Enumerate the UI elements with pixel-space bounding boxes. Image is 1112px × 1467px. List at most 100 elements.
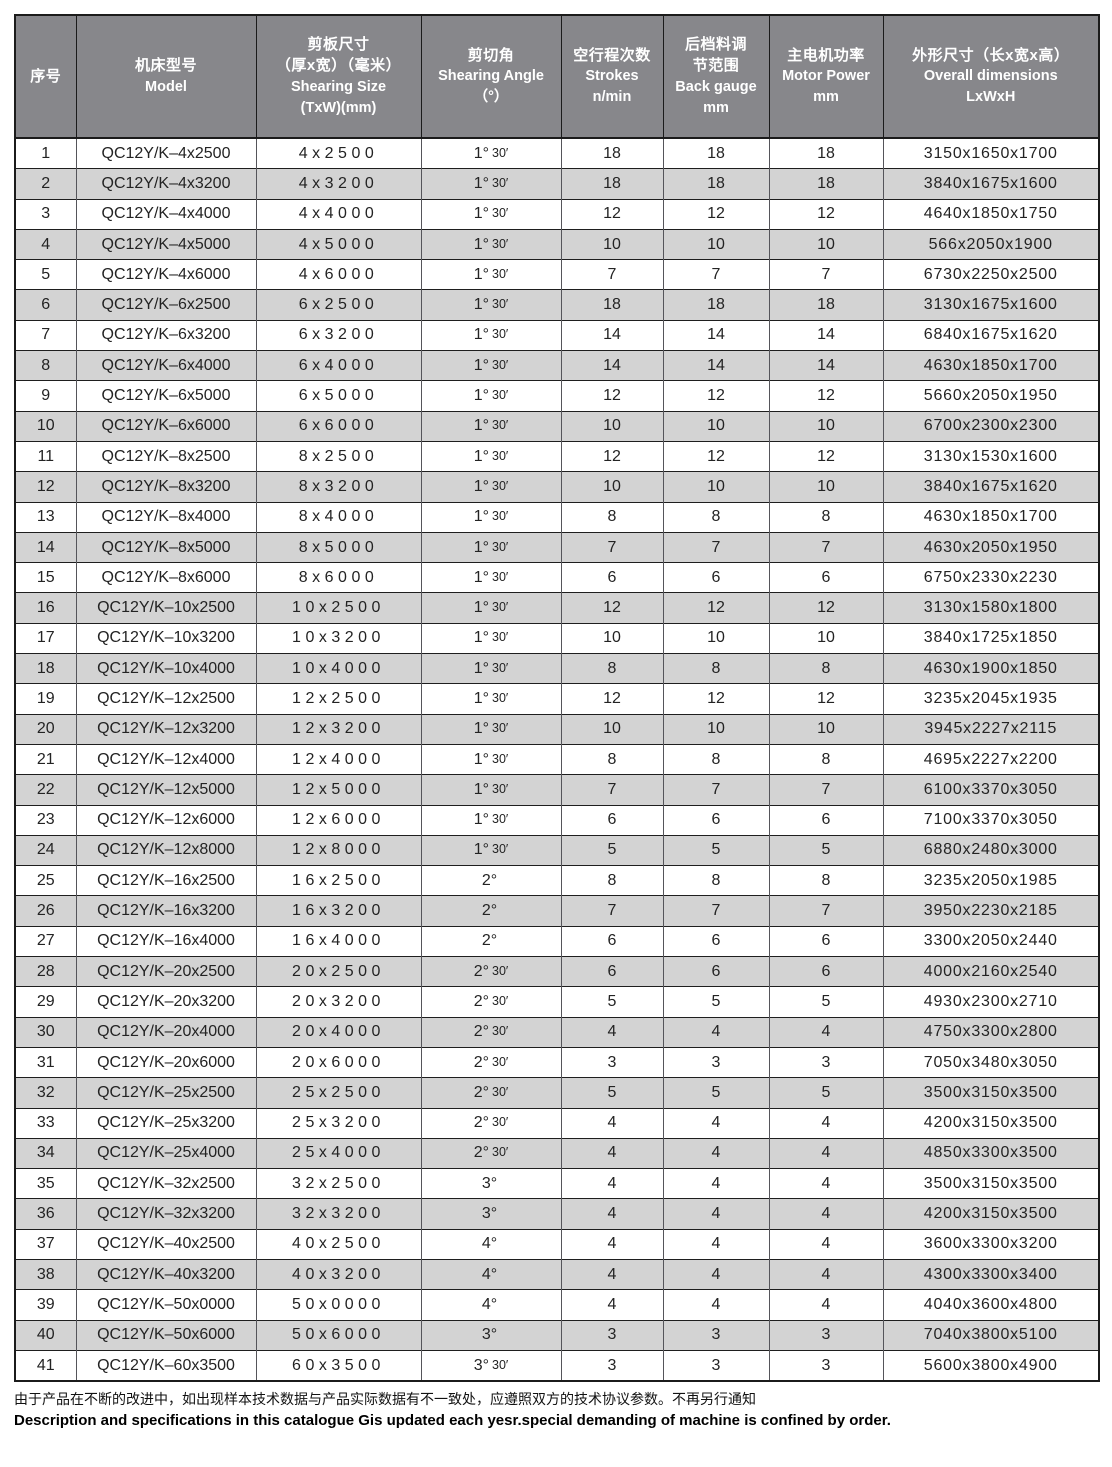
cell-shearing-angle: 2° 30′	[420, 956, 561, 987]
header-label: 剪板尺寸	[307, 35, 370, 53]
cell-serial-number: 38	[15, 1258, 76, 1290]
cell-shearing-angle: 2° 30′	[420, 1016, 561, 1048]
angle-degrees: 1°	[473, 235, 490, 253]
cell-back-gauge: 5	[662, 986, 769, 1018]
cell-shearing-angle: 1° 30′	[420, 531, 561, 563]
cell-strokes: 8	[560, 653, 663, 684]
cell-shearing-size: 16x4000	[255, 925, 421, 957]
cell-strokes: 12	[560, 592, 663, 624]
table-row: 35 QC12Y/K–32x2500 32x2500 3° 4 4 4 3500…	[15, 1168, 1099, 1199]
cell-serial-number: 27	[15, 925, 76, 957]
cell-motor-power: 6	[768, 925, 883, 957]
table-header: 序号 机床型号 Model 剪板尺寸 （厚x宽）（毫米） Shearing Si…	[14, 14, 1100, 139]
cell-overall-dimensions: 6100x3370x3050	[882, 774, 1099, 806]
cell-motor-power: 10	[768, 410, 883, 442]
angle-degrees: 2°	[481, 871, 498, 889]
cell-serial-number: 31	[15, 1046, 76, 1078]
cell-back-gauge: 4	[662, 1258, 769, 1290]
angle-degrees: 4°	[481, 1265, 498, 1283]
angle-degrees: 1°	[473, 326, 490, 344]
cell-shearing-size: 10x3200	[255, 622, 421, 654]
angle-minutes: 30′	[492, 812, 509, 827]
cell-motor-power: 6	[768, 956, 883, 987]
cell-serial-number: 35	[15, 1168, 76, 1199]
cell-strokes: 7	[560, 895, 663, 927]
cell-overall-dimensions: 3840x1675x1600	[882, 168, 1099, 200]
col-header-no: 序号	[14, 14, 77, 139]
angle-degrees: 2°	[473, 1144, 490, 1162]
cell-shearing-size: 6x6000	[255, 410, 421, 442]
cell-motor-power: 8	[768, 653, 883, 684]
cell-shearing-size: 16x3200	[255, 895, 421, 927]
cell-overall-dimensions: 4640x1850x1750	[882, 198, 1099, 230]
angle-degrees: 1°	[473, 599, 490, 617]
cell-overall-dimensions: 4200x3150x3500	[882, 1107, 1099, 1139]
cell-back-gauge: 18	[662, 289, 769, 321]
table-row: 33 QC12Y/K–25x3200 25x3200 2° 30′ 4 4 4 4…	[15, 1107, 1099, 1139]
cell-motor-power: 5	[768, 986, 883, 1018]
cell-overall-dimensions: 4630x1850x1700	[882, 350, 1099, 381]
angle-minutes: 30′	[492, 266, 509, 281]
cell-serial-number: 33	[15, 1107, 76, 1139]
cell-back-gauge: 8	[662, 501, 769, 533]
table-row: 32 QC12Y/K–25x2500 25x2500 2° 30′ 5 5 5 3…	[15, 1077, 1099, 1108]
cell-strokes: 18	[560, 168, 663, 200]
cell-overall-dimensions: 6840x1675x1620	[882, 319, 1099, 351]
angle-minutes: 30′	[492, 751, 509, 766]
cell-shearing-size: 60x3500	[255, 1349, 421, 1382]
cell-shearing-size: 8x5000	[255, 531, 421, 563]
cell-strokes: 6	[560, 925, 663, 957]
header-label: 节范围	[692, 57, 740, 75]
angle-degrees: 2°	[473, 1083, 490, 1101]
cell-overall-dimensions: 4630x1900x1850	[882, 653, 1099, 684]
cell-model: QC12Y/K–20x6000	[75, 1046, 256, 1078]
angle-degrees: 1°	[473, 689, 490, 707]
angle-minutes: 30′	[492, 478, 509, 493]
table-row: 4 QC12Y/K–4x5000 4x5000 1° 30′ 10 10 10 5…	[15, 228, 1099, 260]
cell-serial-number: 40	[15, 1319, 76, 1351]
cell-serial-number: 13	[15, 501, 76, 533]
cell-serial-number: 8	[15, 350, 76, 381]
cell-shearing-size: 50x6000	[255, 1319, 421, 1351]
cell-motor-power: 12	[768, 380, 883, 412]
cell-strokes: 4	[560, 1107, 663, 1139]
cell-overall-dimensions: 4300x3300x3400	[882, 1258, 1099, 1290]
angle-minutes: 30′	[492, 327, 509, 342]
header-label: 后档料调	[684, 35, 747, 53]
angle-minutes: 30′	[492, 1054, 509, 1069]
table-row: 27 QC12Y/K–16x4000 16x4000 2° 6 6 6 3300…	[15, 925, 1099, 957]
cell-shearing-size: 32x2500	[255, 1168, 421, 1199]
cell-overall-dimensions: 566x2050x1900	[882, 228, 1099, 260]
cell-shearing-angle: 2° 30′	[420, 1046, 561, 1078]
cell-shearing-size: 16x2500	[255, 865, 421, 896]
cell-back-gauge: 10	[662, 471, 769, 503]
angle-minutes: 30′	[492, 600, 509, 615]
cell-back-gauge: 5	[662, 1077, 769, 1108]
cell-serial-number: 26	[15, 895, 76, 927]
cell-back-gauge: 12	[662, 198, 769, 230]
angle-degrees: 1°	[473, 568, 490, 586]
cell-motor-power: 5	[768, 1077, 883, 1108]
cell-strokes: 10	[560, 228, 663, 260]
angle-degrees: 1°	[473, 750, 490, 768]
cell-strokes: 6	[560, 562, 663, 593]
cell-overall-dimensions: 4200x3150x3500	[882, 1198, 1099, 1230]
cell-motor-power: 7	[768, 531, 883, 563]
cell-motor-power: 4	[768, 1107, 883, 1139]
cell-serial-number: 23	[15, 804, 76, 836]
cell-shearing-angle: 2° 30′	[420, 1077, 561, 1108]
cell-model: QC12Y/K–6x3200	[75, 319, 256, 351]
cell-strokes: 8	[560, 501, 663, 533]
angle-degrees: 1°	[473, 296, 490, 314]
cell-back-gauge: 4	[662, 1107, 769, 1139]
cell-back-gauge: 8	[662, 865, 769, 896]
cell-shearing-angle: 3° 30′	[420, 1349, 561, 1382]
header-label: Back gauge	[675, 79, 757, 96]
cell-serial-number: 7	[15, 319, 76, 351]
cell-strokes: 12	[560, 440, 663, 472]
angle-degrees: 2°	[473, 1023, 490, 1041]
cell-overall-dimensions: 4695x2227x2200	[882, 743, 1099, 775]
table-row: 5 QC12Y/K–4x6000 4x6000 1° 30′ 7 7 7 6730…	[15, 259, 1099, 290]
cell-motor-power: 6	[768, 804, 883, 836]
cell-back-gauge: 12	[662, 683, 769, 715]
